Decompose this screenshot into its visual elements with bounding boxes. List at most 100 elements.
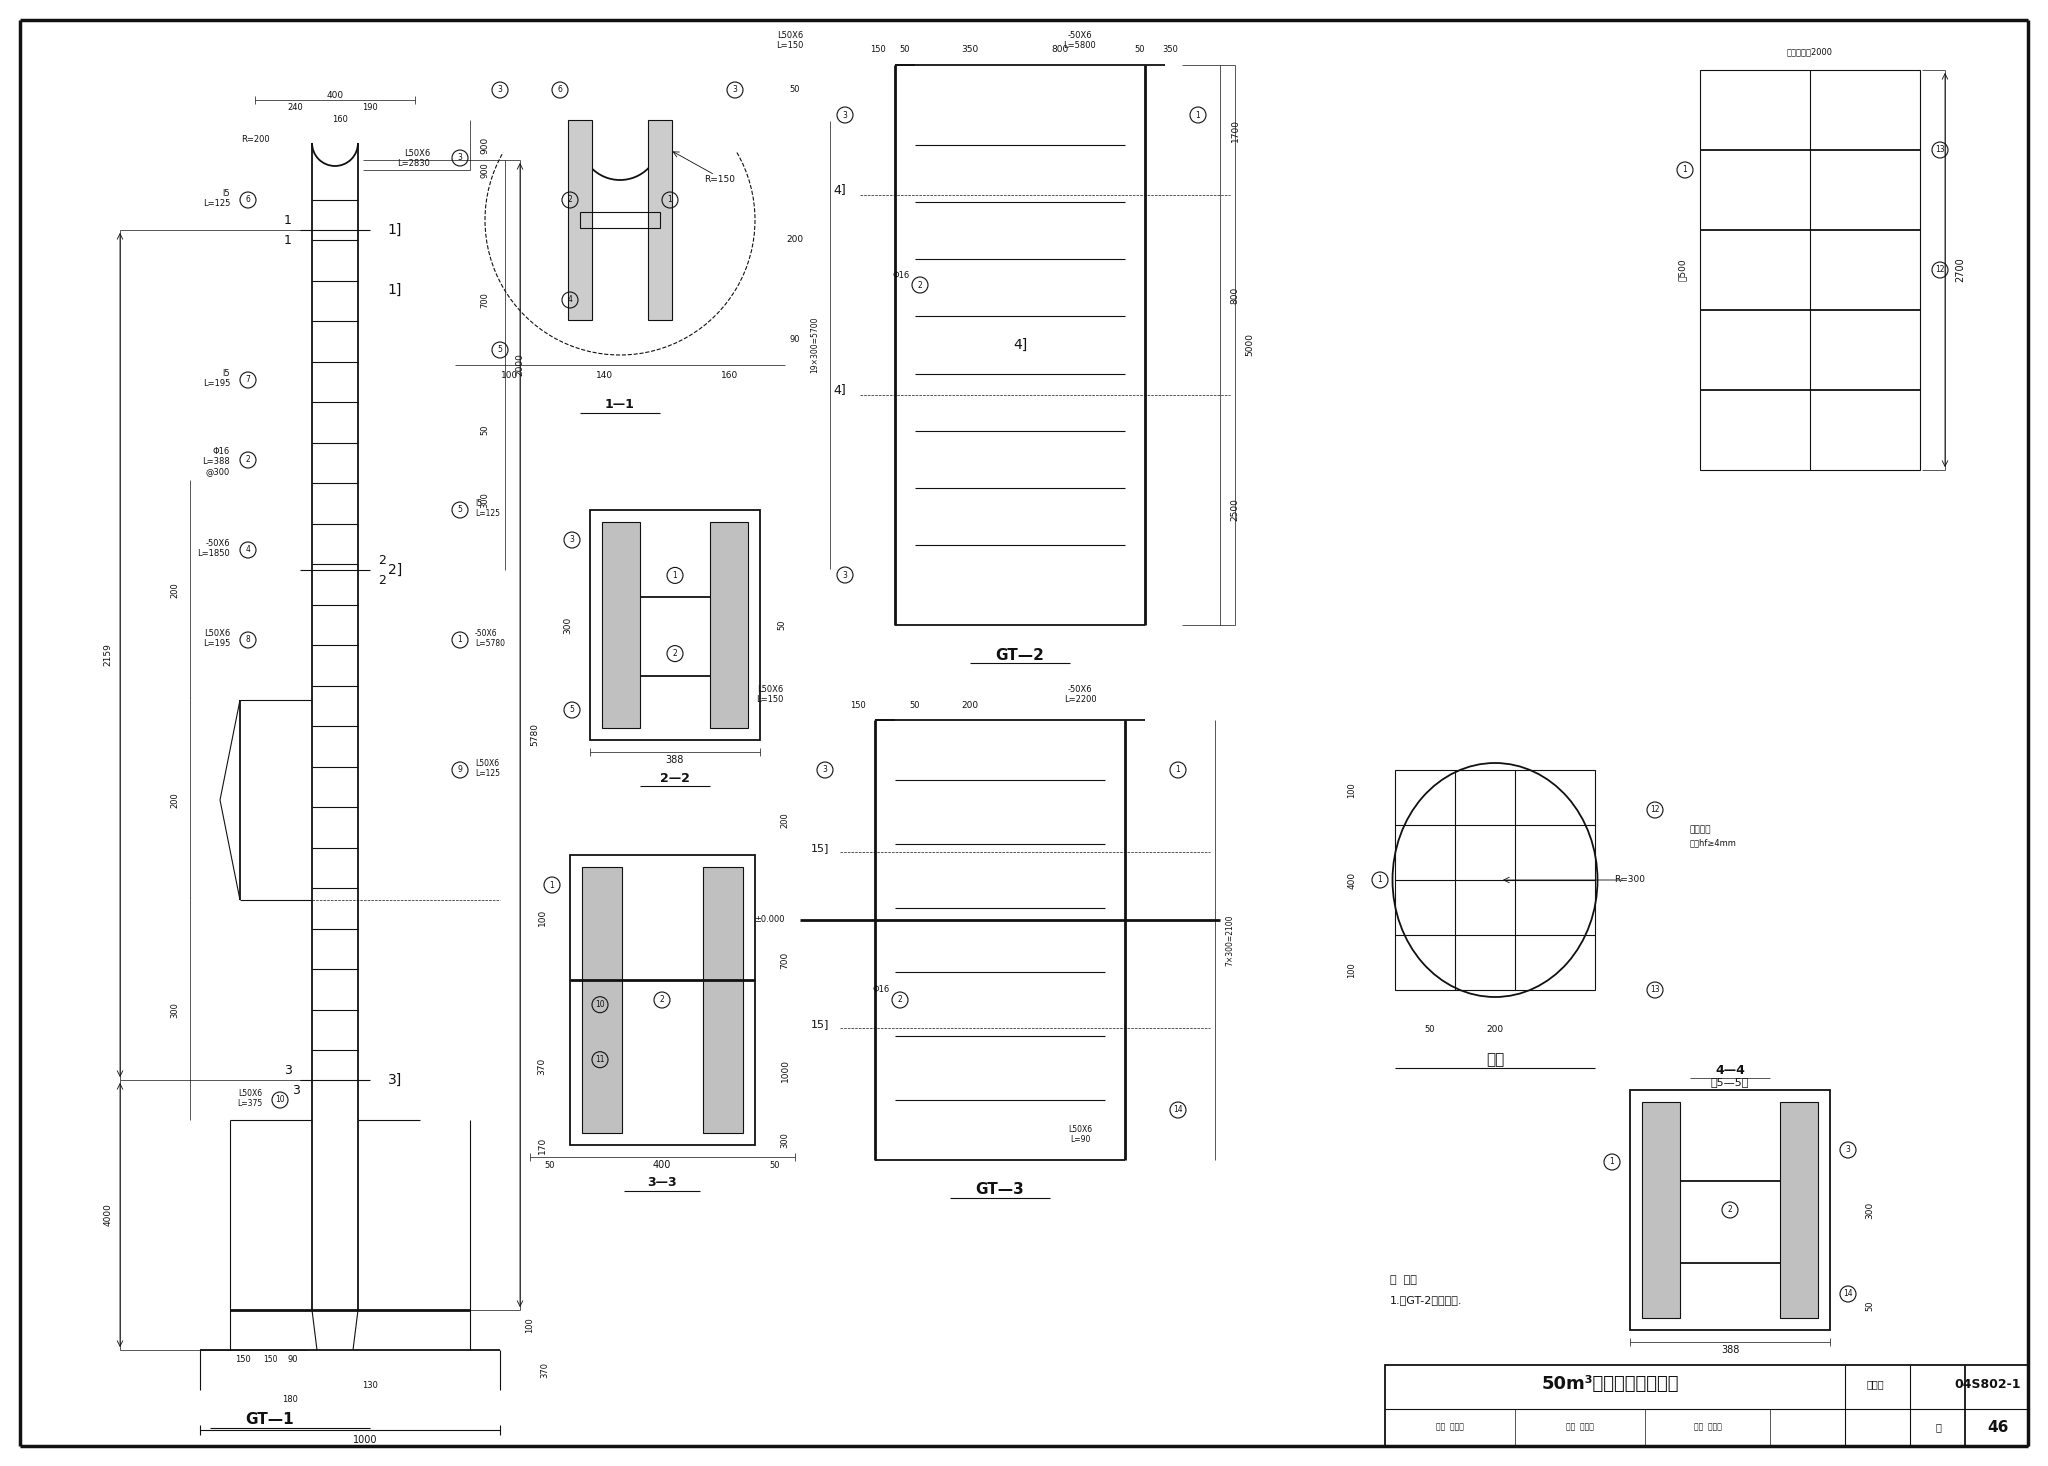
Text: 10: 10 xyxy=(596,1000,604,1009)
Text: 50: 50 xyxy=(545,1161,555,1170)
Text: 800: 800 xyxy=(1231,286,1239,303)
Text: GT—1: GT—1 xyxy=(246,1413,295,1428)
Text: 3: 3 xyxy=(285,1063,293,1076)
Text: 校对  陈显声: 校对 陈显声 xyxy=(1567,1422,1593,1431)
Text: -50X6: -50X6 xyxy=(1067,686,1092,695)
Bar xyxy=(590,510,760,740)
Text: 100: 100 xyxy=(537,909,547,927)
Text: GT—2: GT—2 xyxy=(995,648,1044,663)
Text: 2: 2 xyxy=(659,995,664,1004)
Text: 审核  归衡石: 审核 归衡石 xyxy=(1436,1422,1464,1431)
Text: L=150: L=150 xyxy=(756,695,784,705)
Text: 5780: 5780 xyxy=(530,724,539,746)
Text: 1: 1 xyxy=(549,881,555,890)
Text: L=388: L=388 xyxy=(203,457,229,466)
Text: L50X6: L50X6 xyxy=(403,148,430,157)
Text: 11: 11 xyxy=(596,1056,604,1064)
Text: 3: 3 xyxy=(569,535,573,544)
Bar xyxy=(1630,1091,1831,1330)
Text: 设计  王文清: 设计 王文清 xyxy=(1694,1422,1722,1431)
Text: 1: 1 xyxy=(1610,1158,1614,1167)
Text: L=90: L=90 xyxy=(1069,1136,1090,1145)
Text: 2: 2 xyxy=(246,456,250,465)
Bar xyxy=(702,866,743,1133)
Text: 2159: 2159 xyxy=(104,644,113,667)
Bar xyxy=(1642,1102,1679,1318)
Text: 150: 150 xyxy=(850,701,866,710)
Text: GT—3: GT—3 xyxy=(975,1183,1024,1198)
Text: 12: 12 xyxy=(1651,805,1659,815)
Text: L=2830: L=2830 xyxy=(397,158,430,167)
Text: 1: 1 xyxy=(1176,765,1180,774)
Text: 700: 700 xyxy=(780,951,788,969)
Text: 100: 100 xyxy=(526,1316,535,1333)
Text: 1: 1 xyxy=(1378,875,1382,884)
Text: L=125: L=125 xyxy=(475,770,500,778)
Text: 130: 130 xyxy=(362,1381,379,1390)
Text: 800: 800 xyxy=(1051,45,1069,54)
Text: 160: 160 xyxy=(332,116,348,125)
Text: 150: 150 xyxy=(236,1356,250,1365)
Text: L50X6: L50X6 xyxy=(1067,1126,1092,1135)
Text: 200: 200 xyxy=(1487,1026,1503,1035)
Text: 至下至平台2000: 至下至平台2000 xyxy=(1788,47,1833,57)
Text: 连接焊缚: 连接焊缚 xyxy=(1690,825,1712,834)
Text: 2: 2 xyxy=(672,649,678,658)
Text: 12: 12 xyxy=(1935,265,1946,274)
Text: 100: 100 xyxy=(1348,962,1356,978)
Text: 300: 300 xyxy=(563,616,573,633)
Text: 50: 50 xyxy=(770,1161,780,1170)
Text: @300: @300 xyxy=(205,468,229,476)
Text: 388: 388 xyxy=(1720,1344,1739,1355)
Bar xyxy=(1384,1365,2028,1445)
Text: 5: 5 xyxy=(457,506,463,515)
Text: 300: 300 xyxy=(481,493,489,507)
Text: 1: 1 xyxy=(668,195,672,204)
Text: 8: 8 xyxy=(246,635,250,645)
Text: L=195: L=195 xyxy=(203,380,229,388)
Text: 13: 13 xyxy=(1935,145,1946,154)
Text: 4]: 4] xyxy=(1014,339,1028,352)
Text: 180: 180 xyxy=(283,1396,297,1404)
Text: 15]: 15] xyxy=(811,843,829,853)
Text: 90: 90 xyxy=(289,1356,299,1365)
Bar xyxy=(1700,70,1921,471)
Text: 2000: 2000 xyxy=(516,353,524,377)
Text: 5: 5 xyxy=(569,705,573,714)
Text: L=125: L=125 xyxy=(475,510,500,519)
Text: 4000: 4000 xyxy=(104,1204,113,1227)
Bar xyxy=(580,213,659,229)
Text: 370: 370 xyxy=(541,1362,549,1378)
Text: 14: 14 xyxy=(1174,1105,1184,1114)
Text: 350: 350 xyxy=(1161,45,1178,54)
Text: 4]: 4] xyxy=(834,183,846,196)
Text: 900: 900 xyxy=(481,163,489,177)
Text: 1: 1 xyxy=(285,233,293,246)
Text: Φ16: Φ16 xyxy=(872,985,891,994)
Text: 300: 300 xyxy=(780,1132,788,1148)
Text: -50X6: -50X6 xyxy=(475,629,498,639)
Text: 90: 90 xyxy=(791,336,801,345)
Text: 170: 170 xyxy=(537,1136,547,1154)
Text: 2: 2 xyxy=(918,280,922,289)
Text: 14: 14 xyxy=(1843,1290,1853,1299)
Text: 200: 200 xyxy=(780,812,788,828)
Text: Φ16: Φ16 xyxy=(213,447,229,456)
Text: R=300: R=300 xyxy=(1614,875,1645,884)
Text: 04S802-1: 04S802-1 xyxy=(1954,1378,2021,1390)
Text: 9: 9 xyxy=(457,765,463,774)
Text: 2: 2 xyxy=(1729,1205,1733,1214)
Text: 140: 140 xyxy=(596,371,614,380)
Bar xyxy=(1780,1102,1819,1318)
Text: 300: 300 xyxy=(170,1003,180,1017)
Text: 1: 1 xyxy=(285,214,293,227)
Text: 50: 50 xyxy=(1135,45,1145,54)
Text: 2: 2 xyxy=(897,995,903,1004)
Text: 说  明：: 说 明： xyxy=(1391,1275,1417,1286)
Text: 约500: 约500 xyxy=(1677,258,1686,281)
Text: 150: 150 xyxy=(262,1356,276,1365)
Text: 3]: 3] xyxy=(387,1073,401,1086)
Text: L=2200: L=2200 xyxy=(1063,695,1096,705)
Text: ±0.000: ±0.000 xyxy=(754,915,784,925)
Text: 1—1: 1—1 xyxy=(604,399,635,412)
